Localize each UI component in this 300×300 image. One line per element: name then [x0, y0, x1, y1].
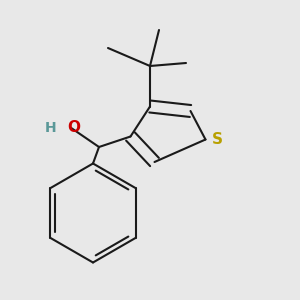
Text: H: H — [45, 121, 57, 134]
Text: O: O — [67, 120, 80, 135]
Text: S: S — [212, 132, 222, 147]
